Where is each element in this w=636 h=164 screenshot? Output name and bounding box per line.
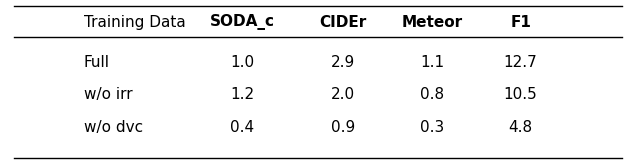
Text: 1.0: 1.0 (230, 55, 254, 70)
Text: F1: F1 (510, 15, 531, 30)
Text: 0.8: 0.8 (420, 87, 444, 102)
Text: 12.7: 12.7 (504, 55, 537, 70)
Text: w/o irr: w/o irr (84, 87, 132, 102)
Text: Full: Full (84, 55, 109, 70)
Text: SODA_c: SODA_c (209, 14, 275, 30)
Text: 4.8: 4.8 (509, 120, 533, 135)
Text: Training Data: Training Data (84, 15, 186, 30)
Text: Meteor: Meteor (401, 15, 462, 30)
Text: CIDEr: CIDEr (320, 15, 367, 30)
Text: 1.2: 1.2 (230, 87, 254, 102)
Text: w/o dvc: w/o dvc (84, 120, 143, 135)
Text: 10.5: 10.5 (504, 87, 537, 102)
Text: 0.4: 0.4 (230, 120, 254, 135)
Text: 0.3: 0.3 (420, 120, 444, 135)
Text: 0.9: 0.9 (331, 120, 356, 135)
Text: 2.9: 2.9 (331, 55, 356, 70)
Text: 2.0: 2.0 (331, 87, 356, 102)
Text: 1.1: 1.1 (420, 55, 444, 70)
